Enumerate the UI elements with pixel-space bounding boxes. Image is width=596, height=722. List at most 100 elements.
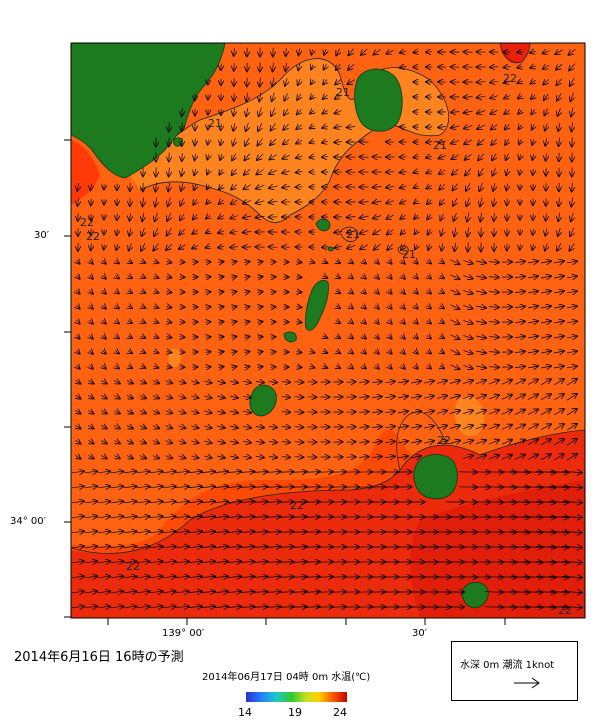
current-vector [414,350,418,353]
current-vector [239,517,255,518]
current-vector [488,440,499,444]
current-vector [282,171,290,173]
current-vector [506,168,508,176]
current-vector [514,276,525,277]
current-vector [322,126,329,128]
current-vector [152,381,159,384]
current-vector [88,455,93,458]
current-vector [553,394,564,401]
current-vector [375,290,379,294]
current-vector [477,82,486,83]
current-vector [523,517,542,518]
current-vector [549,517,569,518]
current-vector [97,516,110,518]
current-vector [126,381,133,384]
current-vector [566,439,577,446]
current-vector [311,65,313,70]
current-vector [490,110,498,114]
current-vector [110,471,124,473]
current-vector [232,168,237,175]
current-vector [322,110,327,113]
current-vector [188,516,202,517]
current-vector [567,321,577,323]
contour-label: 21 [402,248,416,261]
current-vector [414,335,418,338]
current-vector [385,381,395,382]
current-vector [117,228,118,235]
current-vector [269,201,278,202]
current-vector [204,426,211,428]
current-vector [97,501,110,503]
current-vector [258,367,263,368]
current-vector [454,227,456,236]
current-vector [233,138,236,145]
current-vector [219,262,224,263]
current-vector [517,66,522,67]
current-vector [182,107,183,116]
current-vector [497,472,517,473]
current-vector [488,292,499,293]
current-vector [557,93,561,100]
current-vector [528,336,538,338]
sea-cool-zone [454,396,485,437]
current-vector [336,336,340,339]
current-vector [297,367,302,368]
current-vector [401,275,405,279]
current-vector [141,291,146,293]
current-vector [149,516,162,517]
current-vector [329,502,346,503]
current-vector [490,96,498,99]
current-vector [477,111,486,114]
current-vector [232,367,237,368]
current-vector [284,108,288,116]
current-vector [149,471,162,472]
current-vector [466,182,470,191]
current-vector [475,380,486,384]
current-vector [545,228,547,235]
current-vector [491,138,497,145]
current-vector [281,382,290,383]
current-vector [475,440,486,444]
current-vector [233,123,235,131]
current-vector [245,352,250,353]
current-vector [323,336,328,338]
current-vector [468,242,469,252]
current-vector [242,411,251,413]
current-vector [428,243,430,250]
current-vector [528,276,538,278]
current-vector [465,153,472,160]
current-vector [475,455,486,459]
current-vector [162,531,175,532]
current-vector [231,185,238,190]
current-vector [191,381,199,383]
current-vector [323,95,328,99]
current-vector [141,321,146,323]
current-vector [510,532,530,533]
current-vector [479,168,484,176]
current-vector [259,92,261,102]
current-vector [373,201,382,203]
current-vector [566,394,577,401]
current-vector [219,185,223,190]
current-vector [221,63,222,70]
current-vector [562,471,582,472]
current-vector [226,486,241,487]
current-vector [336,291,340,294]
current-vector [244,153,250,161]
current-vector [401,290,405,294]
current-vector [136,516,150,517]
current-vector [541,321,551,323]
current-vector [424,381,434,383]
current-vector [462,380,473,383]
current-vector [291,502,307,503]
current-vector [259,107,262,117]
current-vector [555,50,563,54]
current-vector [451,126,460,128]
current-vector [349,306,353,309]
current-vector [76,425,81,428]
current-vector [571,212,574,222]
current-vector [323,261,328,263]
current-vector [545,123,547,131]
current-vector [71,516,84,518]
current-vector [385,456,395,457]
